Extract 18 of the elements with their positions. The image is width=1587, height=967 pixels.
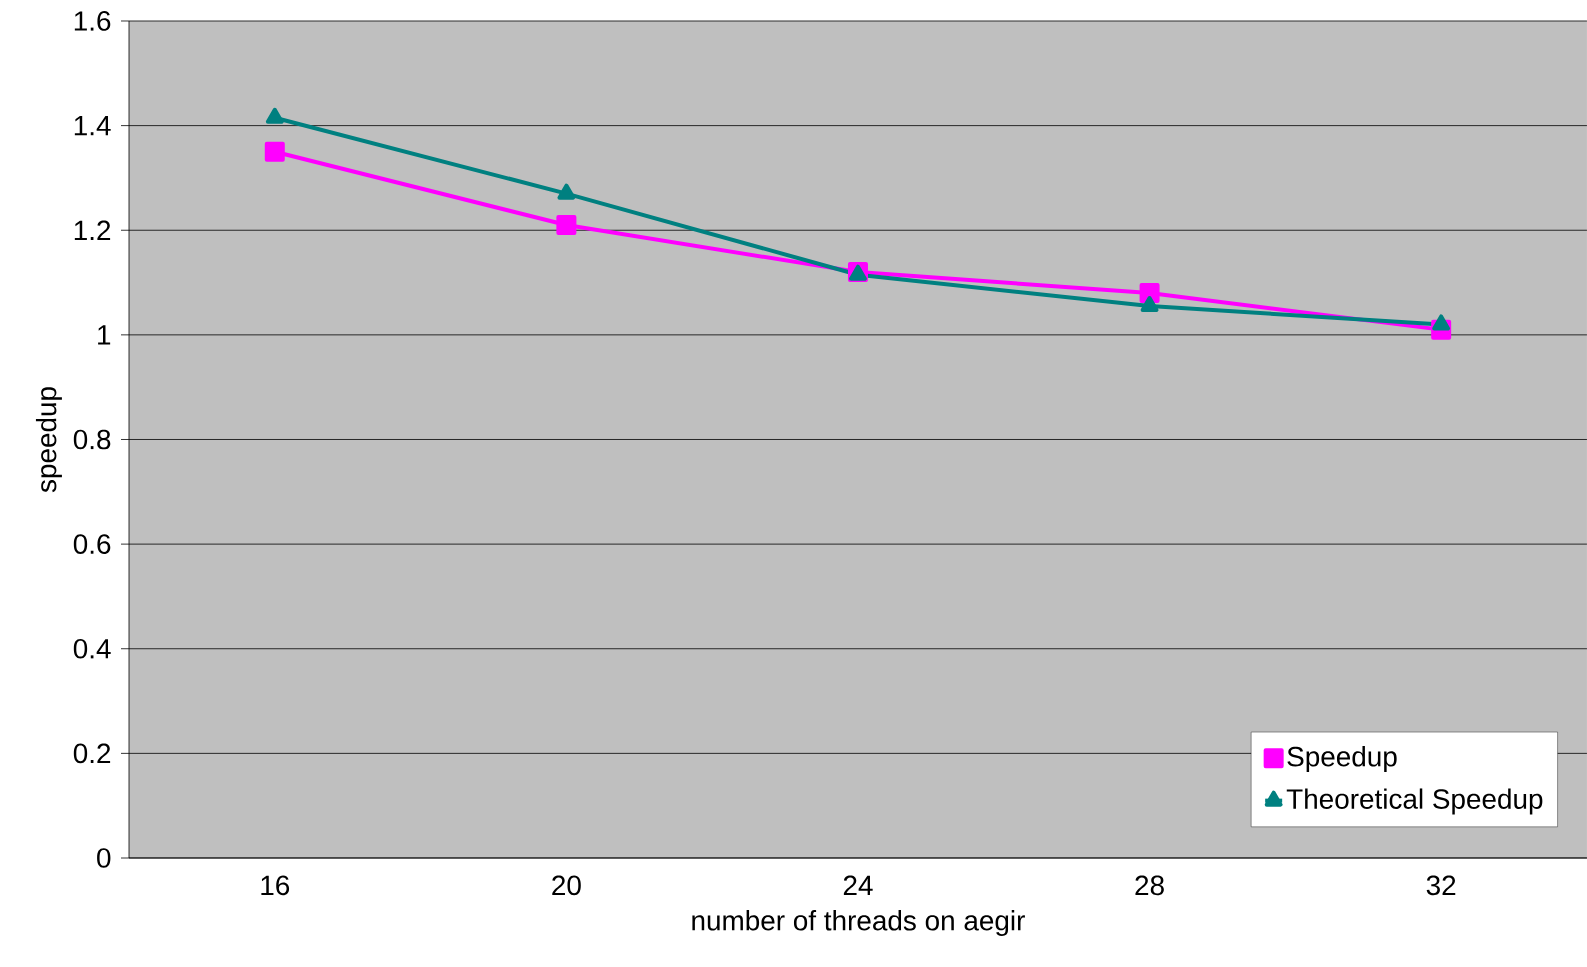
- x-tick-label: 20: [552, 875, 581, 896]
- y-tick-label: 0.4: [73, 638, 111, 659]
- x-tick-label: 24: [843, 875, 873, 895]
- x-tick-label: 32: [1426, 875, 1456, 896]
- y-tick-label: 1.2: [74, 220, 111, 240]
- y-tick-label: 1: [98, 325, 111, 345]
- y-tick-label: 0: [97, 848, 111, 868]
- x-tick-label: 28: [1135, 875, 1164, 896]
- y-tick-label: 0.8: [73, 429, 111, 450]
- y-tick-label: 0.2: [73, 743, 111, 764]
- legend-label: Theoretical Speedup: [1286, 788, 1543, 815]
- x-axis-title: number of threads on aegir: [692, 910, 1025, 937]
- x-tick-label: 16: [261, 875, 290, 896]
- y-tick-label: 1.6: [74, 11, 111, 31]
- y-tick-label: 0.6: [73, 534, 111, 554]
- y-tick-label: 1.4: [74, 116, 111, 136]
- legend-label: Speedup: [1287, 746, 1397, 773]
- y-axis-title: speedup: [35, 387, 62, 493]
